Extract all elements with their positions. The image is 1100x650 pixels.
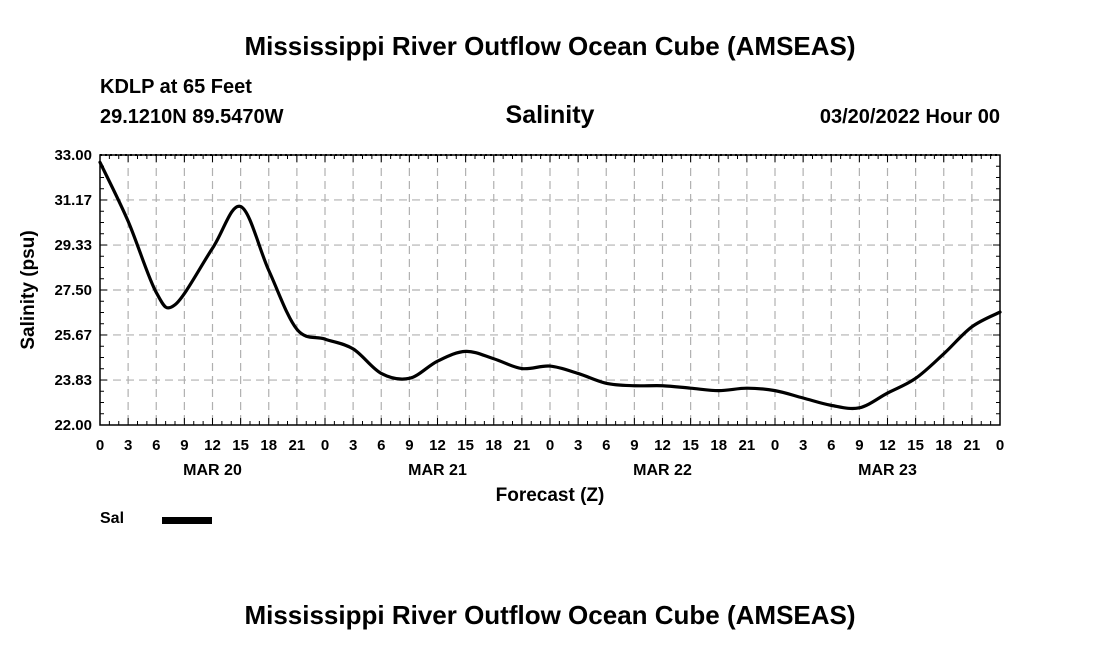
- y-tick-label: 31.17: [54, 192, 92, 209]
- x-tick-label: 15: [907, 437, 924, 454]
- x-tick-label: 18: [260, 437, 277, 454]
- x-tick-label: 15: [232, 437, 249, 454]
- x-tick-label: 0: [546, 437, 554, 454]
- x-tick-label: 15: [457, 437, 474, 454]
- legend-label-sal: Sal: [100, 510, 125, 527]
- date-label: MAR 23: [858, 462, 917, 479]
- x-tick-label: 15: [682, 437, 699, 454]
- x-tick-label: 18: [485, 437, 502, 454]
- y-tick-label: 29.33: [54, 237, 92, 254]
- date-label: MAR 21: [408, 462, 467, 479]
- x-tick-label: 12: [429, 437, 446, 454]
- x-tick-label: 12: [654, 437, 671, 454]
- x-tick-label: 0: [996, 437, 1004, 454]
- y-tick-label: 25.67: [54, 327, 92, 344]
- series-line-sal: [98, 160, 1002, 411]
- x-tick-label: 21: [514, 437, 531, 454]
- x-tick-label: 6: [152, 437, 160, 454]
- footer-title: Mississippi River Outflow Ocean Cube (AM…: [244, 600, 856, 630]
- x-tick-label: 9: [405, 437, 413, 454]
- x-tick-label: 6: [377, 437, 385, 454]
- x-tick-labels: 0 3 6 9 12 15 18 21 0 3 6 9 12 15 18 21 0 3 6 9 12 15 18 21 0 3 6 9…: [96, 437, 1004, 454]
- legend-swatch-sal: [162, 517, 212, 524]
- x-tick-label: 6: [827, 437, 835, 454]
- station-label: KDLP at 65 Feet: [100, 76, 252, 98]
- plot-frame: [99, 154, 1001, 426]
- x-tick-label: 21: [739, 437, 756, 454]
- y-tick-label: 33.00: [54, 147, 92, 164]
- y-tick-labels: 22.00 23.83 25.67 27.50 29.33 31.17 33.00: [54, 147, 92, 434]
- x-tick-label: 9: [855, 437, 863, 454]
- x-tick-label: 12: [879, 437, 896, 454]
- date-labels: MAR 20 MAR 21 MAR 22 MAR 23: [183, 462, 917, 479]
- date-label: MAR 20: [183, 462, 242, 479]
- y-tick-label: 22.00: [54, 417, 92, 434]
- x-tick-label: 0: [771, 437, 779, 454]
- forecast-timestamp: 03/20/2022 Hour 00: [819, 106, 1000, 128]
- x-tick-label: 18: [935, 437, 952, 454]
- grid-lines: [100, 155, 1000, 425]
- y-tick-label: 27.50: [54, 282, 92, 299]
- x-tick-label: 12: [204, 437, 221, 454]
- x-tick-label: 0: [321, 437, 329, 454]
- x-tick-label: 3: [349, 437, 357, 454]
- x-tick-label: 21: [289, 437, 306, 454]
- station-coordinates: 29.1210N 89.5470W: [100, 106, 284, 128]
- page-title: Mississippi River Outflow Ocean Cube (AM…: [244, 31, 856, 61]
- y-tick-label: 23.83: [54, 372, 92, 389]
- x-tick-label: 3: [574, 437, 582, 454]
- x-axis-label: Forecast (Z): [496, 485, 605, 506]
- x-tick-label: 0: [96, 437, 104, 454]
- x-tick-label: 9: [630, 437, 638, 454]
- x-tick-label: 3: [799, 437, 807, 454]
- x-tick-label: 3: [124, 437, 132, 454]
- x-tick-label: 6: [602, 437, 610, 454]
- chart-title: Salinity: [505, 101, 595, 129]
- y-axis-label: Salinity (psu): [18, 230, 39, 349]
- x-tick-label: 9: [180, 437, 188, 454]
- x-tick-label: 18: [710, 437, 727, 454]
- x-tick-label: 21: [964, 437, 981, 454]
- date-label: MAR 22: [633, 462, 692, 479]
